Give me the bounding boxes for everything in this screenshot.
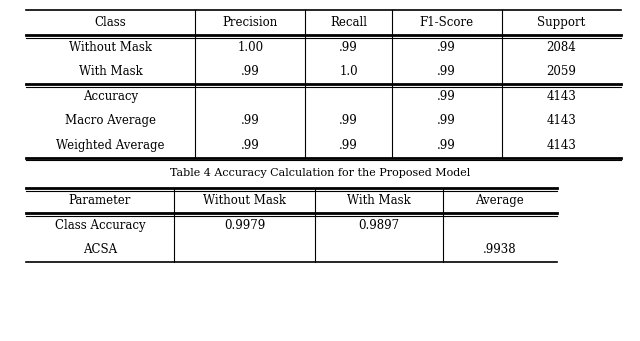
Text: .99: .99 xyxy=(437,139,456,152)
Text: .99: .99 xyxy=(241,65,260,78)
Text: .99: .99 xyxy=(437,90,456,103)
Text: 2084: 2084 xyxy=(547,41,576,54)
Text: 0.9897: 0.9897 xyxy=(358,219,399,232)
Text: Class Accuracy: Class Accuracy xyxy=(54,219,145,232)
Text: Support: Support xyxy=(537,16,586,29)
Text: Without Mask: Without Mask xyxy=(69,41,152,54)
Text: .9938: .9938 xyxy=(483,243,516,256)
Text: .99: .99 xyxy=(241,114,260,127)
Text: 2059: 2059 xyxy=(547,65,576,78)
Text: Macro Average: Macro Average xyxy=(65,114,156,127)
Text: F1-Score: F1-Score xyxy=(420,16,474,29)
Text: Average: Average xyxy=(476,194,524,207)
Text: 4143: 4143 xyxy=(547,90,576,103)
Text: 1.00: 1.00 xyxy=(237,41,263,54)
Text: Weighted Average: Weighted Average xyxy=(56,139,164,152)
Text: .99: .99 xyxy=(339,41,358,54)
Text: .99: .99 xyxy=(437,41,456,54)
Text: 0.9979: 0.9979 xyxy=(224,219,266,232)
Text: Without Mask: Without Mask xyxy=(204,194,286,207)
Text: Class: Class xyxy=(95,16,126,29)
Text: .99: .99 xyxy=(241,139,260,152)
Text: .99: .99 xyxy=(339,114,358,127)
Text: .99: .99 xyxy=(437,65,456,78)
Text: .99: .99 xyxy=(437,114,456,127)
Text: Recall: Recall xyxy=(330,16,367,29)
Text: Parameter: Parameter xyxy=(68,194,131,207)
Text: With Mask: With Mask xyxy=(79,65,142,78)
Text: .99: .99 xyxy=(339,139,358,152)
Text: With Mask: With Mask xyxy=(347,194,411,207)
Text: Accuracy: Accuracy xyxy=(83,90,138,103)
Text: ACSA: ACSA xyxy=(83,243,117,256)
Text: Table 4 Accuracy Calculation for the Proposed Model: Table 4 Accuracy Calculation for the Pro… xyxy=(170,168,470,178)
Text: 1.0: 1.0 xyxy=(339,65,358,78)
Text: 4143: 4143 xyxy=(547,139,576,152)
Text: 4143: 4143 xyxy=(547,114,576,127)
Text: Precision: Precision xyxy=(223,16,278,29)
